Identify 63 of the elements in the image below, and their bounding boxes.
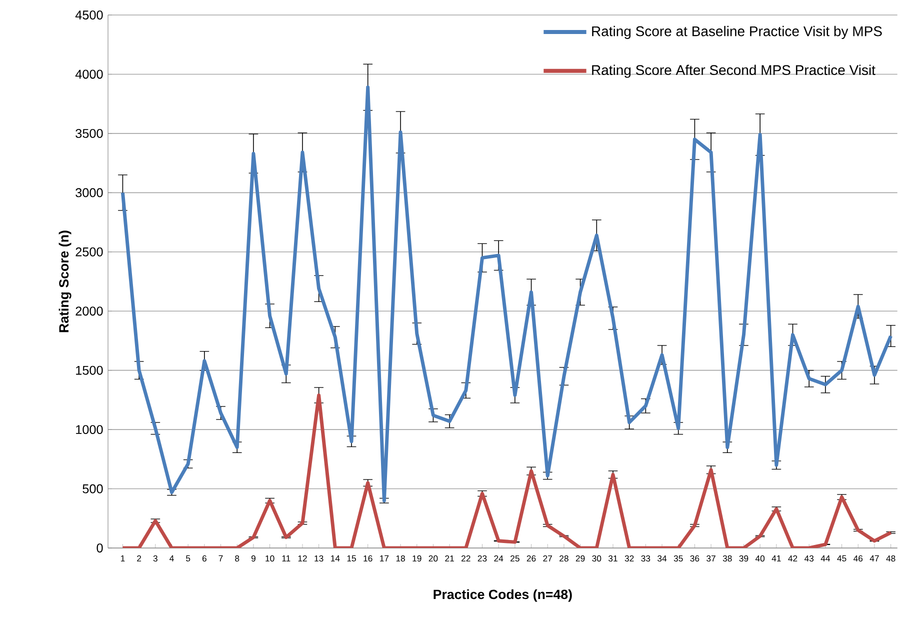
x-tick-label: 23: [478, 555, 487, 562]
x-tick-label: 22: [462, 555, 470, 562]
y-tick-label: 1000: [76, 425, 103, 434]
x-tick-label: 31: [608, 555, 618, 562]
x-tick-label: 18: [396, 555, 405, 562]
x-tick-label: 27: [543, 555, 552, 562]
x-tick-label: 41: [772, 555, 781, 562]
y-tick-label: 3500: [76, 128, 103, 138]
y-tick-label: 1500: [76, 366, 103, 375]
x-tick-label: 48: [886, 555, 896, 562]
x-tick-label: 29: [576, 555, 585, 562]
legend-label: Rating Score After Second MPS Practice Visit: [592, 64, 876, 78]
x-tick-label: 35: [674, 555, 683, 562]
x-tick-label: 42: [788, 555, 798, 562]
x-tick-label: 36: [690, 555, 700, 562]
x-tick-label: 10: [266, 555, 274, 562]
x-tick-label: 14: [331, 555, 340, 562]
x-tick-label: 9: [251, 555, 256, 562]
x-tick-label: 15: [347, 555, 356, 562]
y-axis-title: Rating Score (n): [58, 230, 72, 332]
x-tick-label: 20: [428, 555, 438, 562]
x-tick-label: 16: [364, 555, 372, 562]
x-tick-label: 5: [186, 555, 190, 562]
x-tick-label: 4: [170, 555, 174, 562]
x-tick-label: 30: [592, 555, 602, 562]
x-tick-label: 45: [837, 555, 846, 562]
x-tick-label: 21: [445, 555, 454, 562]
x-tick-label: 46: [854, 555, 863, 562]
x-tick-label: 17: [380, 555, 389, 562]
x-tick-label: 39: [739, 555, 748, 562]
y-tick-label: 4500: [75, 10, 103, 20]
line-series: [120, 86, 893, 502]
x-tick-label: 38: [722, 555, 732, 562]
x-tick-label: 1: [120, 555, 125, 562]
y-tick-label: 3000: [76, 188, 103, 198]
y-tick-label: 4000: [75, 70, 103, 79]
x-tick-label: 6: [202, 555, 206, 562]
x-tick-label: 2: [137, 555, 142, 562]
x-tick-label: 37: [706, 555, 716, 562]
x-tick-label: 34: [658, 555, 667, 562]
x-tick-label: 40: [755, 555, 765, 562]
x-tick-label: 28: [560, 555, 568, 562]
y-tick-label: 2000: [76, 306, 103, 316]
x-tick-label: 12: [298, 555, 307, 562]
x-tick-label: 11: [282, 555, 290, 562]
x-tick-label: 47: [870, 555, 879, 562]
x-tick-label: 32: [624, 555, 634, 562]
y-tick-label: 0: [96, 544, 103, 552]
x-tick-label: 24: [494, 555, 504, 562]
y-tick-label: 500: [82, 484, 103, 494]
y-tick-label: 2500: [76, 247, 103, 256]
x-tick-label: 25: [510, 555, 520, 562]
x-tick-label: 8: [235, 555, 240, 562]
x-tick-label: 19: [412, 555, 422, 562]
x-tick-label: 7: [218, 555, 223, 562]
x-tick-label: 3: [153, 555, 158, 562]
x-tick-label: 43: [804, 555, 814, 562]
x-axis-title: Practice Codes (n=48): [434, 589, 572, 602]
legend-label: Rating Score at Baseline Practice Visit by MPS: [592, 26, 882, 39]
x-tick-label: 13: [314, 555, 324, 562]
x-tick-label: 26: [526, 555, 536, 562]
x-tick-label: 33: [641, 555, 650, 562]
x-tick-label: 44: [820, 555, 830, 562]
